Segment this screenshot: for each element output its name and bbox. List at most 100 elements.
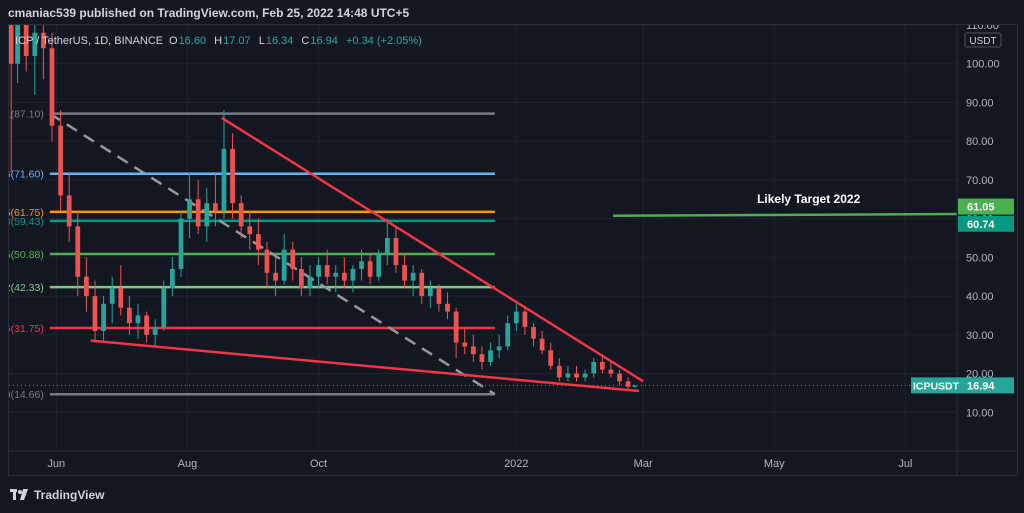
candle-body	[127, 307, 132, 324]
candle-body	[488, 350, 493, 362]
candle	[178, 210, 184, 277]
fib-level-label: 0.5(50.88)	[9, 249, 44, 261]
candle-body	[135, 315, 141, 324]
candle	[479, 346, 485, 370]
candle-body	[574, 373, 579, 378]
price-axis-label: 61.05	[958, 198, 1014, 215]
candle	[23, 25, 29, 72]
price-axis-label: 16.94	[958, 377, 1014, 394]
price-label-bg	[958, 198, 1014, 215]
open-value: 16.60	[179, 35, 207, 47]
price-label-text: 60.74	[967, 219, 995, 231]
fib-level-label: 0.786(71.60)	[9, 169, 44, 181]
candle-body	[264, 249, 270, 273]
x-tick-label: Jun	[47, 458, 65, 470]
candle	[152, 319, 158, 347]
candle-body	[513, 311, 519, 324]
candle-body	[281, 249, 287, 281]
candle	[341, 257, 347, 289]
candle	[556, 358, 562, 382]
candle	[221, 110, 227, 219]
price-label-bg	[958, 215, 1014, 232]
price-label-bg	[958, 377, 1014, 394]
candle-body	[41, 32, 46, 49]
candle	[195, 179, 201, 235]
candle	[453, 307, 459, 359]
price-chart[interactable]: 1(87.10) 0.786(71.60) 0.65(61.75)0.618(59.…	[9, 20, 1017, 475]
candle-body	[290, 249, 296, 269]
publish-header: cmaniac539 published on TradingView.com,…	[0, 0, 1024, 24]
candle	[617, 369, 622, 386]
publisher-line: cmaniac539 published on TradingView.com,…	[8, 6, 410, 20]
symbol-tag-bg	[911, 377, 961, 394]
candle	[632, 384, 637, 388]
candle-body	[462, 342, 468, 347]
candle-body	[316, 265, 321, 277]
candle	[58, 110, 63, 211]
y-tick-label: 70.00	[966, 175, 994, 187]
candle-body	[204, 203, 210, 227]
close-value: 16.94	[310, 35, 338, 47]
candle-body	[419, 272, 425, 297]
candle-body	[453, 311, 459, 343]
candle-body	[393, 238, 399, 266]
candle-body	[109, 288, 115, 304]
candle	[255, 218, 261, 266]
candle	[470, 334, 476, 362]
symbol-label: ICP / TetherUS, 1D, BINANCE	[15, 35, 163, 47]
tradingview-logo-icon	[10, 489, 28, 500]
unit-box	[964, 32, 1002, 48]
candle-body	[350, 268, 356, 281]
candle-body	[427, 288, 433, 297]
candle	[367, 253, 373, 285]
ohlc-legend: ICP / TetherUS, 1D, BINANCE O16.60 H17.0…	[15, 35, 422, 47]
candle-body	[273, 272, 278, 281]
candle	[427, 280, 433, 308]
candle	[247, 210, 253, 250]
candles	[9, 25, 637, 390]
candle	[513, 303, 519, 331]
candle-body	[230, 148, 235, 204]
candle-body	[307, 276, 313, 289]
candle-body	[32, 32, 38, 56]
candle-body	[548, 350, 554, 366]
candle	[436, 284, 442, 312]
candle-body	[608, 369, 614, 374]
candle	[496, 334, 502, 359]
candle	[75, 210, 81, 297]
high-label: H	[214, 35, 222, 47]
candle	[161, 280, 167, 331]
x-tick-label: Aug	[178, 458, 198, 470]
tradingview-logo[interactable]: TradingView	[10, 488, 104, 502]
fib-level-label: 0.65(61.75)	[9, 207, 44, 219]
candle-body	[15, 25, 20, 64]
drawings: Likely Target 2022	[9, 116, 957, 393]
unit-label: USDT	[969, 36, 996, 47]
candle-body	[505, 323, 511, 347]
candle	[505, 315, 511, 351]
candle	[539, 330, 545, 355]
candle-body	[118, 288, 124, 308]
candle	[625, 377, 631, 390]
candle-body	[213, 203, 218, 211]
candle-body	[470, 346, 476, 355]
candle	[135, 303, 141, 339]
candle-body	[49, 48, 55, 126]
candle	[384, 218, 390, 266]
candle	[290, 241, 296, 281]
candle	[522, 307, 528, 335]
candle	[316, 257, 321, 289]
candle	[333, 265, 339, 293]
candle	[32, 25, 38, 95]
open-label: O	[169, 35, 178, 47]
candle-body	[582, 373, 588, 378]
candle-body	[324, 265, 330, 277]
close-label: C	[301, 35, 309, 47]
candle-body	[101, 303, 106, 331]
candle-body	[161, 288, 167, 328]
candle	[281, 234, 287, 285]
candle	[84, 257, 89, 312]
candle-body	[298, 268, 304, 289]
fib-retracement: 1(87.10) 0.786(71.60) 0.65(61.75)0.618(59.…	[9, 109, 496, 401]
candle	[41, 25, 46, 80]
